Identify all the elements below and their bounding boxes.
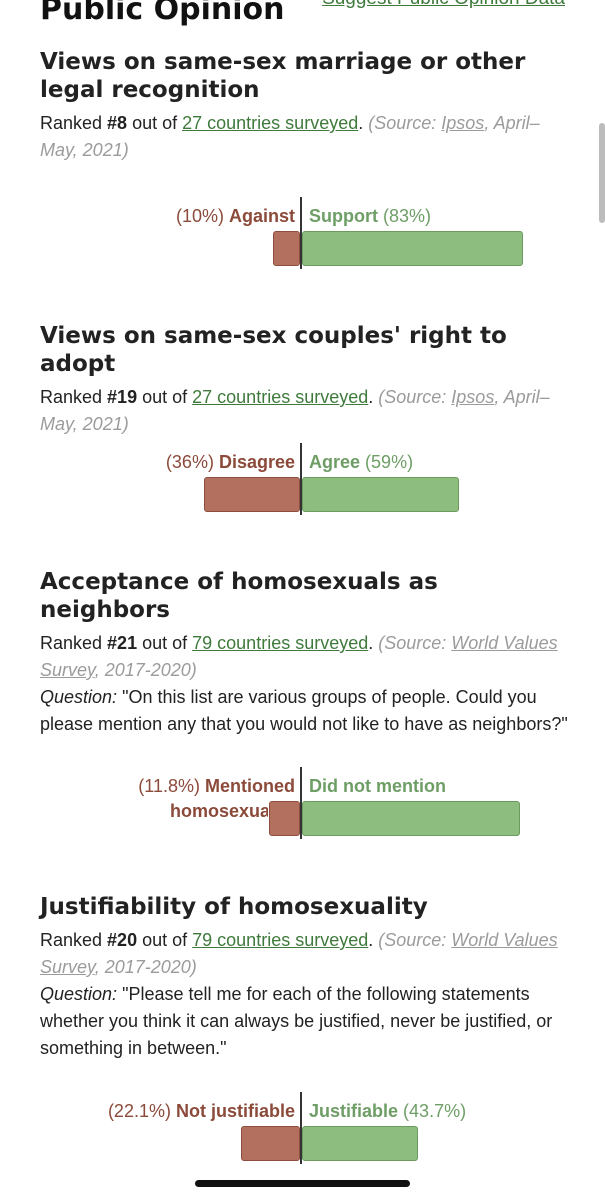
negative-percent: (10%) — [175, 206, 224, 226]
countries-surveyed-link[interactable]: 79 countries surveyed — [192, 633, 369, 653]
negative-bar — [273, 231, 300, 266]
source-note: (Source: World Values Survey, 2017-2020) — [40, 633, 558, 680]
positive-bar — [302, 801, 521, 836]
source-link[interactable]: Ipsos — [451, 387, 495, 407]
negative-bar — [268, 801, 300, 836]
source-link[interactable]: Ipsos — [441, 113, 485, 133]
negative-category: Not justifiable — [175, 1101, 295, 1121]
question-text: Question: "On this list are various grou… — [40, 684, 570, 738]
opinion-chart: (10%) Against Support (83%) — [0, 197, 605, 297]
ranking-line: Ranked #19 out of 27 countries surveyed.… — [40, 387, 550, 434]
ranking-line: Ranked #21 out of 79 countries surveyed.… — [40, 633, 558, 680]
source-note: (Source: World Values Survey, 2017-2020) — [40, 930, 558, 977]
rank-number: #19 — [107, 387, 138, 407]
positive-percent: (43.7%) — [403, 1101, 467, 1121]
rank-mid: out of — [137, 930, 193, 950]
section-title: Views on same-sex marriage or other lega… — [40, 49, 526, 103]
section-neighbors-acceptance: Acceptance of homosexuals as neighbors R… — [40, 568, 570, 738]
center-axis — [300, 197, 302, 269]
negative-label: (11.8%) Mentioned — [138, 775, 295, 797]
section-title: Justifiability of homosexuality — [40, 894, 428, 920]
section-adoption-views: Views on same-sex couples' right to adop… — [40, 322, 570, 438]
rank-mid: out of — [137, 387, 193, 407]
rank-number: #8 — [107, 113, 128, 133]
rank-prefix: Ranked — [40, 633, 108, 653]
positive-label: Justifiable (43.7%) — [309, 1100, 466, 1122]
center-axis — [300, 1092, 302, 1164]
positive-category: Justifiable — [309, 1101, 399, 1121]
negative-category-continued: homosexuals — [170, 801, 268, 821]
positive-label: Did not mention — [309, 775, 446, 797]
rank-number: #21 — [107, 633, 138, 653]
center-axis — [300, 443, 302, 515]
countries-surveyed-link[interactable]: 27 countries surveyed — [192, 387, 369, 407]
negative-percent: (11.8%) — [138, 776, 200, 796]
positive-percent: (59%) — [365, 452, 414, 472]
negative-percent: (22.1%) — [107, 1101, 171, 1121]
negative-category: Against — [228, 206, 295, 226]
question-body: "Please tell me for each of the followin… — [40, 984, 553, 1058]
negative-label: (10%) Against — [176, 205, 295, 227]
opinion-chart: (22.1%) Not justifiable Justifiable (43.… — [0, 1092, 605, 1192]
negative-bar — [241, 1126, 300, 1161]
source-date: , April–May, 2021) — [40, 113, 540, 160]
source-open: (Source: — [373, 930, 452, 950]
rank-prefix: Ranked — [40, 930, 108, 950]
source-date: , April–May, 2021) — [40, 387, 550, 434]
section-title: Acceptance of homosexuals as neighbors — [40, 569, 438, 623]
negative-percent: (36%) — [165, 452, 214, 472]
section-marriage-views: Views on same-sex marriage or other lega… — [40, 48, 570, 164]
suggest-data-link[interactable]: Suggest Public Opinion Data — [322, 0, 565, 10]
ranking-line: Ranked #20 out of 79 countries surveyed.… — [40, 930, 558, 977]
positive-bar — [302, 477, 459, 512]
negative-category: Mentioned — [205, 776, 295, 796]
positive-category: Support — [309, 206, 378, 226]
question-text: Question: "Please tell me for each of th… — [40, 981, 570, 1062]
rank-number: #20 — [107, 930, 138, 950]
negative-bar — [204, 477, 300, 512]
section-justifiability: Justifiability of homosexuality Ranked #… — [40, 893, 570, 1062]
positive-bar — [302, 231, 523, 266]
question-label: Question: — [40, 984, 118, 1004]
source-date: , 2017-2020) — [94, 957, 197, 977]
source-open: (Source: — [373, 387, 452, 407]
negative-label: (22.1%) Not justifiable — [108, 1100, 295, 1122]
question-body: "On this list are various groups of peop… — [40, 687, 568, 734]
positive-category: Did not mention — [309, 776, 446, 796]
rank-mid: out of — [137, 633, 193, 653]
countries-surveyed-link[interactable]: 79 countries surveyed — [192, 930, 369, 950]
negative-label: (36%) Disagree — [166, 451, 295, 473]
opinion-chart: (11.8%) Mentioned homosexuals Did not me… — [0, 767, 605, 867]
source-link[interactable]: World Values Survey — [40, 633, 558, 680]
opinion-chart: (36%) Disagree Agree (59%) — [0, 443, 605, 543]
countries-surveyed-link[interactable]: 27 countries surveyed — [182, 113, 359, 133]
positive-label: Support (83%) — [309, 205, 431, 227]
positive-bar — [302, 1126, 419, 1161]
source-open: (Source: — [373, 633, 452, 653]
positive-category: Agree — [309, 452, 361, 472]
negative-category: Disagree — [218, 452, 295, 472]
ranking-line: Ranked #8 out of 27 countries surveyed. … — [40, 113, 540, 160]
center-axis — [300, 767, 302, 839]
scrollbar[interactable] — [599, 123, 605, 223]
question-label: Question: — [40, 687, 118, 707]
positive-label: Agree (59%) — [309, 451, 413, 473]
source-link[interactable]: World Values Survey — [40, 930, 558, 977]
source-open: (Source: — [363, 113, 442, 133]
page-title: Public Opinion — [40, 0, 285, 27]
rank-mid: out of — [127, 113, 183, 133]
section-title: Views on same-sex couples' right to adop… — [40, 323, 507, 377]
source-note: (Source: Ipsos, April–May, 2021) — [40, 113, 540, 160]
source-date: , 2017-2020) — [94, 660, 197, 680]
rank-prefix: Ranked — [40, 387, 108, 407]
source-note: (Source: Ipsos, April–May, 2021) — [40, 387, 550, 434]
positive-percent: (83%) — [383, 206, 432, 226]
rank-prefix: Ranked — [40, 113, 108, 133]
home-indicator[interactable] — [195, 1180, 410, 1187]
